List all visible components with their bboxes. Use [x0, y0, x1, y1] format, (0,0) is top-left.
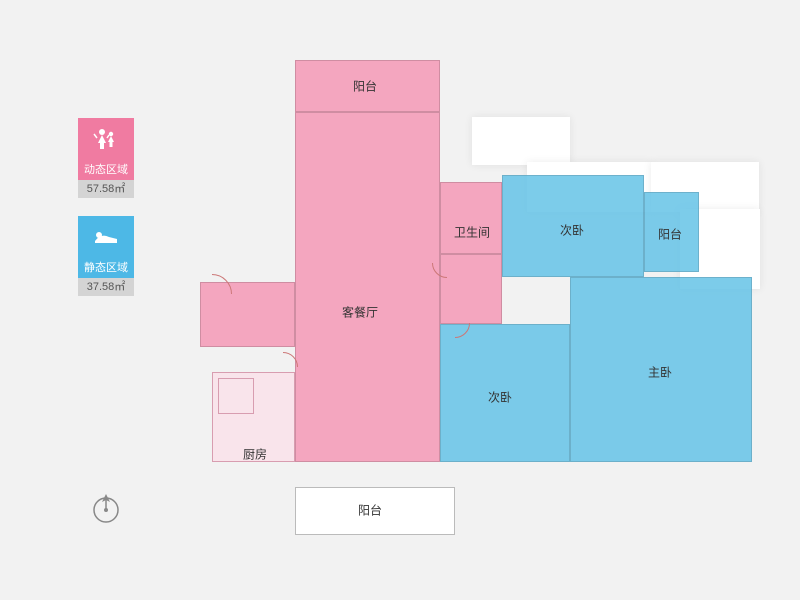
room-label-bathroom: 卫生间	[454, 224, 490, 241]
people-icon	[78, 118, 134, 160]
room-label-kitchen: 厨房	[243, 446, 267, 463]
legend-static: 静态区域 37.58㎡	[78, 216, 134, 296]
room-kitchen_inner	[218, 378, 254, 414]
room-label-master: 主卧	[648, 364, 672, 381]
legend-static-label: 静态区域	[78, 258, 134, 278]
room-living	[295, 112, 440, 462]
legend-static-value: 37.58㎡	[78, 278, 134, 296]
room-label-bedroom2b: 次卧	[488, 389, 512, 406]
room-bathroom	[440, 182, 502, 254]
legend-dynamic-value: 57.58㎡	[78, 180, 134, 198]
sleep-icon	[78, 216, 134, 258]
room-label-balcony_bottom: 阳台	[358, 502, 382, 519]
shadow-panel	[472, 117, 570, 165]
room-label-living: 客餐厅	[342, 304, 378, 321]
floorplan-canvas: 阳台客餐厅卫生间次卧阳台次卧主卧厨房阳台	[200, 52, 760, 552]
legend-panel: 动态区域 57.58㎡ 静态区域 37.58㎡	[78, 118, 134, 314]
legend-dynamic: 动态区域 57.58㎡	[78, 118, 134, 198]
room-label-balcony_right: 阳台	[658, 226, 682, 243]
compass-icon	[88, 490, 124, 526]
room-label-bedroom2a: 次卧	[560, 222, 584, 239]
room-label-balcony_top: 阳台	[353, 78, 377, 95]
legend-dynamic-label: 动态区域	[78, 160, 134, 180]
room-passage	[440, 254, 502, 324]
